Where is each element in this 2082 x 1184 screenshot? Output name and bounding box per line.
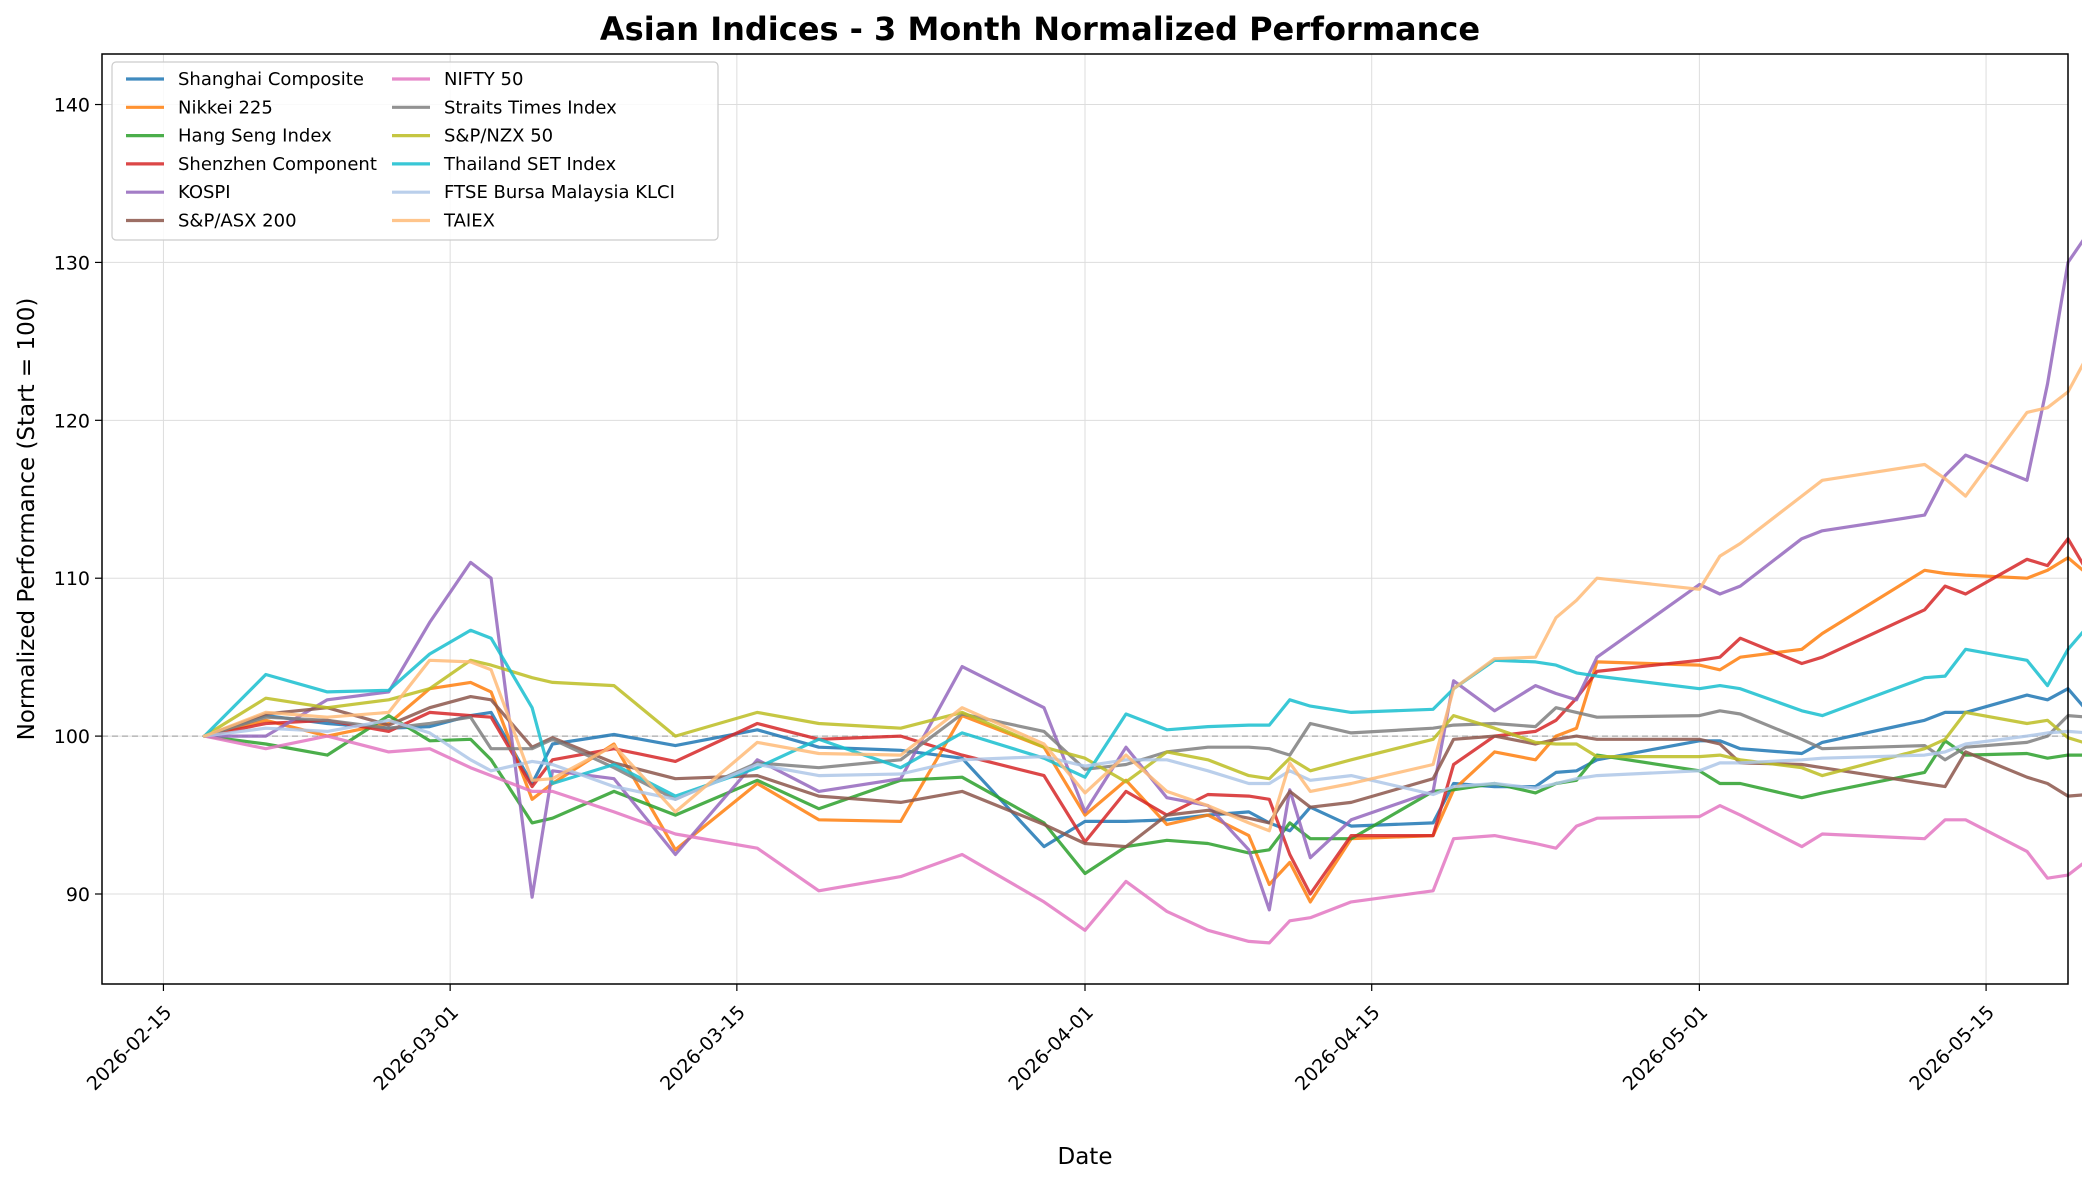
legend-label-shanghai-composite: Shanghai Composite: [178, 69, 364, 90]
series-line-s-p-nzx-50: [202, 658, 2082, 784]
legend-label-nifty-50: NIFTY 50: [444, 69, 523, 90]
y-tick-label-130: 130: [54, 252, 90, 274]
series-line-thailand-set-index: [202, 628, 2082, 798]
legend-label-taiex: TAIEX: [443, 211, 495, 232]
series-line-straits-times-index: [202, 706, 2082, 801]
legend: Shanghai Composite Nikkei 225 Hang Seng In…: [111, 61, 719, 241]
x-axis-label: Date: [1058, 1144, 1113, 1170]
series-line-ftse-bursa-malaysia-klci: [202, 718, 2082, 801]
legend-label-nikkei-225: Nikkei 225: [178, 97, 273, 118]
y-tick-label-120: 120: [54, 410, 90, 432]
legend-label-hang-seng-index: Hang Seng Index: [178, 126, 332, 147]
y-tick-label-140: 140: [54, 95, 90, 117]
series-line-shenzhen-component: [202, 537, 2082, 896]
series-group: [202, 239, 2082, 945]
legend-label-straits-times-index: Straits Times Index: [444, 97, 617, 118]
series-line-nifty-50: [202, 734, 2082, 945]
y-tick-label-110: 110: [54, 568, 90, 590]
y-axis-label: Normalized Performance (Start = 100): [14, 298, 40, 741]
series-line-taiex: [202, 362, 2082, 833]
legend-label-s-p-nzx-50: S&P/NZX 50: [444, 126, 553, 147]
legend-box: [111, 61, 719, 241]
legend-label-thailand-set-index: Thailand SET Index: [443, 154, 616, 175]
series-line-kospi: [202, 239, 2082, 912]
legend-label-shenzhen-component: Shenzhen Component: [178, 154, 377, 175]
y-tick-label-90: 90: [66, 884, 90, 906]
legend-label-kospi: KOSPI: [178, 182, 231, 203]
y-tick-label-100: 100: [54, 726, 90, 748]
legend-label-s-p-asx-200: S&P/ASX 200: [178, 211, 297, 232]
chart-title: Asian Indices - 3 Month Normalized Perfo…: [600, 10, 1480, 48]
series-line-hang-seng-index: [202, 713, 2082, 876]
legend-label-ftse-bursa-malaysia-klci: FTSE Bursa Malaysia KLCI: [444, 182, 675, 203]
series-line-nikkei-225: [202, 556, 2082, 904]
